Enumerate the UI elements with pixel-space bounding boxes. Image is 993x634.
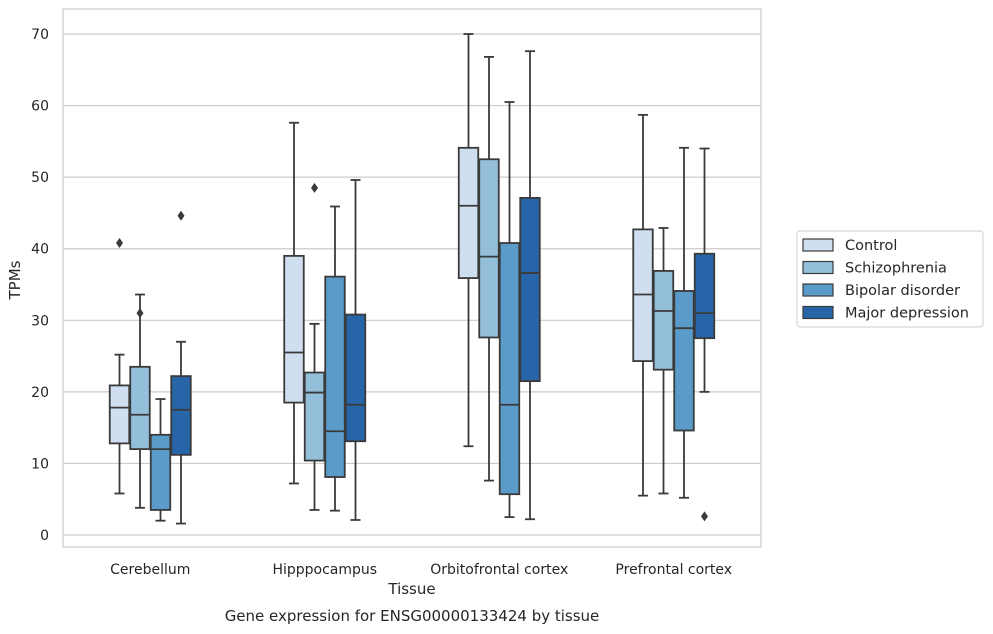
- legend-label: Major depression: [845, 306, 969, 322]
- box-body: [498, 242, 521, 496]
- box-group: [457, 33, 480, 448]
- box-group: [344, 179, 367, 521]
- outlier-point: [311, 182, 318, 193]
- box-body: [478, 158, 500, 339]
- x-tick-label: Hipppocampus: [272, 562, 377, 578]
- box-body: [344, 313, 367, 443]
- legend-swatch: [802, 305, 834, 320]
- box-group: [519, 50, 541, 521]
- box-body: [324, 275, 346, 478]
- box-group: [478, 56, 500, 482]
- chart-caption: Gene expression for ENSG00000133424 by t…: [225, 607, 600, 625]
- box-group: [632, 113, 654, 497]
- x-tick-label: Prefrontal cortex: [615, 562, 732, 578]
- box-body: [149, 433, 172, 511]
- outlier-point: [177, 210, 185, 221]
- legend-swatch: [802, 260, 834, 275]
- outlier-point: [701, 511, 708, 522]
- box-group: [170, 210, 192, 525]
- box-body: [673, 290, 695, 432]
- box-group: [108, 237, 131, 495]
- box-body: [652, 270, 675, 371]
- box-group: [324, 205, 346, 512]
- legend: Control Schizophrenia Bipolar disorder Majo…: [796, 230, 984, 328]
- y-tick-label: 30: [31, 313, 49, 329]
- y-tick-label: 70: [31, 27, 49, 43]
- legend-swatch: [802, 283, 834, 297]
- box-group: [303, 182, 326, 511]
- x-tick-labels: Cerebellum Hipppocampus Orbitofrontal cort…: [110, 562, 732, 578]
- box-body: [519, 197, 541, 383]
- box-body: [283, 254, 305, 404]
- box-group: [149, 398, 172, 522]
- y-tick-label: 0: [40, 528, 49, 544]
- box-group: [283, 121, 305, 485]
- box-group: [652, 227, 675, 495]
- legend-label: Schizophrenia: [845, 261, 947, 277]
- y-tick-label: 20: [31, 385, 49, 401]
- box-body: [303, 371, 326, 462]
- y-tick-label: 40: [31, 242, 49, 258]
- legend-frame: [796, 230, 984, 328]
- box-group: [693, 147, 716, 522]
- outlier-point: [136, 308, 144, 319]
- x-tick-label: Orbitofrontal cortex: [430, 562, 568, 578]
- legend-label: Control: [845, 238, 897, 254]
- box-group: [498, 101, 521, 519]
- y-axis-label: TPMs: [6, 260, 24, 300]
- y-tick-label: 60: [31, 99, 49, 115]
- box-body: [693, 252, 716, 340]
- box-group: [129, 293, 151, 509]
- boxes-layer: [108, 33, 716, 525]
- plot-area-frame: [62, 8, 762, 548]
- box-group: [673, 146, 695, 499]
- box-body: [170, 375, 192, 456]
- y-tick-label: 50: [31, 170, 49, 186]
- box-body: [129, 365, 151, 451]
- outlier-point: [116, 237, 123, 248]
- x-tick-label: Cerebellum: [110, 562, 190, 578]
- legend-label: Bipolar disorder: [845, 283, 960, 299]
- legend-swatch: [802, 238, 834, 252]
- x-axis-label: Tissue: [387, 580, 435, 598]
- y-tick-labels: 0 10 20 30 40 50 60 70: [31, 27, 49, 544]
- box-body: [108, 384, 131, 445]
- box-body: [457, 146, 480, 279]
- y-tick-label: 10: [31, 456, 49, 472]
